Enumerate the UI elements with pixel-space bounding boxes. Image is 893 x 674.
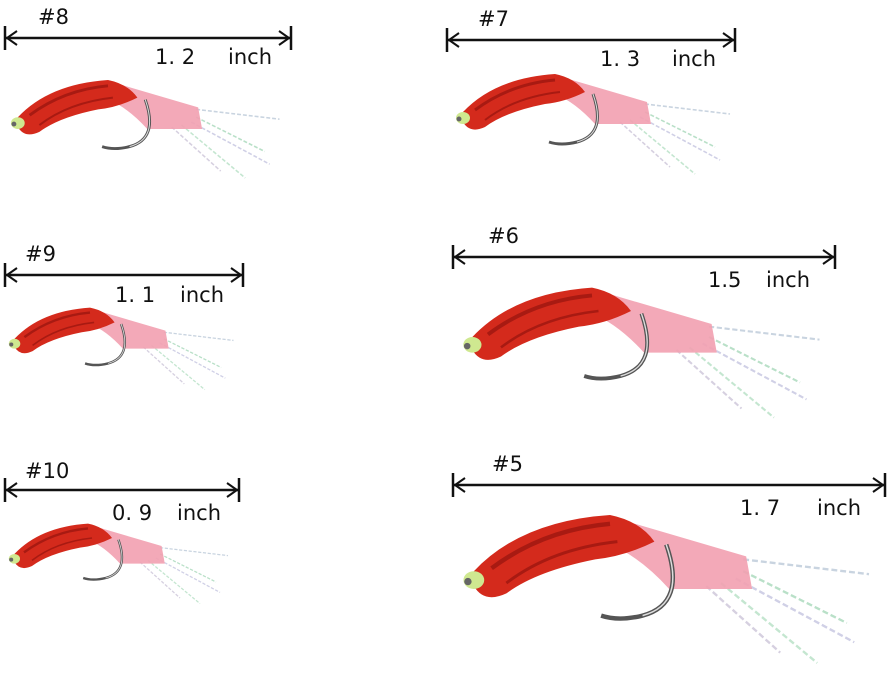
fly-length: 1. 2: [155, 45, 195, 69]
hook-size: #10: [25, 459, 69, 483]
fly-item: #6 1.5 inch: [451, 224, 837, 420]
hook-size: #8: [38, 5, 69, 29]
length-unit: inch: [228, 45, 272, 69]
fly-length: 1. 1: [115, 283, 155, 307]
arrow-head: [5, 30, 18, 46]
arrow-head: [226, 482, 239, 498]
fly-image: [463, 515, 869, 663]
arrow-head: [872, 477, 885, 493]
fly-image: [7, 306, 235, 391]
arrow-head: [5, 482, 18, 498]
length-unit: inch: [766, 268, 810, 292]
fly-image: [461, 285, 822, 420]
items: #81. 2 inch#71. 3 inch#91. 1 inch#61.5 inch#…: [3, 5, 887, 663]
length-unit: inch: [180, 283, 224, 307]
fly-item: #8 1. 2 inch: [3, 5, 293, 180]
fly-image: [9, 78, 281, 180]
length-unit: inch: [817, 496, 861, 520]
fly-length: 1. 3: [600, 47, 640, 71]
arrow-head: [453, 477, 466, 493]
arrow-head: [453, 249, 466, 265]
arrow-head: [447, 32, 460, 48]
length-unit: inch: [672, 47, 716, 71]
fly-length: 1. 7: [740, 496, 780, 520]
arrow-head: [822, 249, 835, 265]
fly-item: #5 1. 7 inch: [451, 452, 887, 663]
hook-size: #9: [25, 242, 56, 266]
arrow-head: [230, 267, 243, 283]
hook-size: #7: [478, 7, 509, 31]
fly-length: 1.5: [708, 268, 741, 292]
arrow-head: [278, 30, 291, 46]
fly-item: #7 1. 3 inch: [445, 7, 737, 176]
fly-item: #10 0. 9 inch: [3, 459, 241, 605]
arrow-head: [5, 267, 18, 283]
hook-size: #5: [492, 452, 523, 476]
fly-image: [7, 522, 230, 605]
arrow-head: [722, 32, 735, 48]
fly-length: 0. 9: [112, 501, 152, 525]
length-unit: inch: [177, 501, 221, 525]
hook-size: #6: [488, 224, 519, 248]
fly-item: #9 1. 1 inch: [3, 242, 245, 391]
fly-image: [454, 72, 732, 176]
